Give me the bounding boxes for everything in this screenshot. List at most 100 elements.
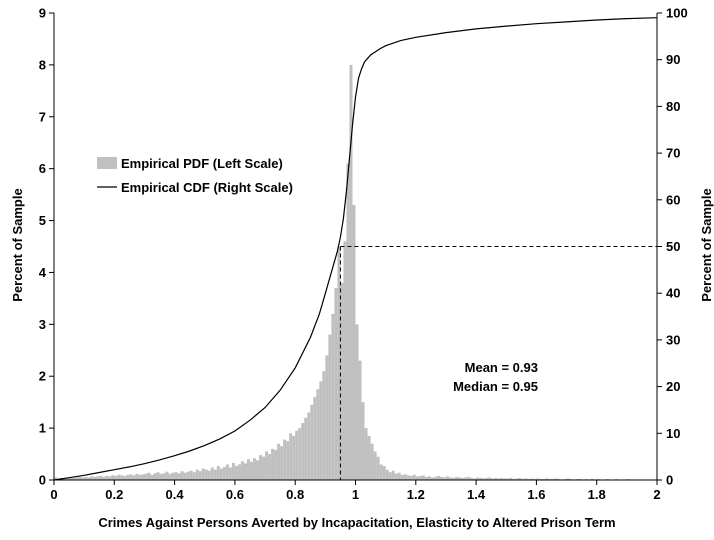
y-right-tick-label: 90 [666,52,680,67]
pdf-bar [292,435,296,480]
pdf-bar [325,355,329,480]
pdf-bar [301,422,305,480]
pdf-bar [518,477,522,480]
pdf-bar [539,478,543,480]
pdf-bar [509,477,513,480]
legend-cdf-label: Empirical CDF (Right Scale) [121,180,293,195]
pdf-bar [337,246,341,480]
pdf-bar [461,477,465,480]
pdf-bar [406,475,410,480]
pdf-bar [343,241,347,480]
pdf-bar [262,456,266,480]
pdf-bar [566,478,570,480]
pdf-bar [105,475,109,480]
pdf-bar [397,472,401,480]
mean-annotation: Mean = 0.93 [465,360,538,375]
pdf-bar [120,475,124,480]
pdf-bar [231,462,235,480]
pdf-bar [207,470,211,480]
pdf-bar [123,475,127,480]
pdf-bar [328,334,332,480]
pdf-bar [409,475,413,480]
y-left-tick-label: 3 [39,317,46,332]
pdf-bar [186,471,190,480]
pdf-bar [421,475,425,480]
pdf-bar [524,478,528,480]
pdf-bar [488,477,492,480]
x-tick-label: 1.4 [467,487,486,502]
y-right-tick-label: 0 [666,473,673,488]
pdf-bar [289,433,293,480]
pdf-bar [90,476,94,480]
pdf-bar [286,441,290,480]
pdf-bar [168,473,172,480]
pdf-bar [433,476,437,480]
pdf-bar [412,474,416,480]
pdf-bar [515,478,519,480]
y-left-tick-label: 5 [39,213,46,228]
pdf-bar [485,477,489,480]
pdf-bar [252,458,257,480]
pdf-bar [379,464,383,480]
y-left-tick-label: 1 [39,421,46,436]
pdf-bar [364,428,368,480]
pdf-bar [319,381,323,480]
pdf-bar [78,476,82,480]
pdf-bar [476,477,480,480]
pdf-bar [69,477,73,480]
pdf-bar [358,360,362,480]
pdf-bar [283,439,287,480]
y-right-tick-label: 70 [666,146,680,161]
pdf-bar [494,477,498,480]
legend-pdf-swatch [97,157,117,169]
pdf-bar [63,478,67,480]
pdf-bar [503,478,507,480]
pdf-bar [418,475,422,480]
pdf-bar [54,477,58,480]
pdf-bar [240,461,244,480]
pdf-bar [66,477,70,480]
pdf-bar [373,451,377,480]
pdf-bar [479,477,483,480]
pdf-bar [225,464,229,480]
pdf-bar [243,463,247,480]
pdf-bar [102,476,106,480]
cdf-line-group [53,17,658,481]
pdf-bar [228,467,232,480]
pdf-bar [436,475,440,480]
y-right-tick-label: 80 [666,99,680,114]
pdf-bar [382,465,386,480]
pdf-bar [189,470,193,480]
cdf-line [53,17,658,481]
pdf-bar [352,204,356,480]
pdf-bar [87,477,91,480]
pdf-bar [331,313,335,480]
pdf-bar [506,478,510,480]
x-tick-label: 0 [50,487,57,502]
pdf-bar [551,478,555,480]
x-axis-title: Crimes Against Persons Averted by Incapa… [98,515,615,530]
pdf-bar [626,478,630,480]
x-tick-label: 0.2 [105,487,123,502]
pdf-bar [304,417,308,480]
pdf-bar [491,478,495,480]
pdf-bar [141,474,145,480]
pdf-bar [400,474,404,480]
x-tick-label: 1.2 [407,487,425,502]
pdf-bar [361,402,365,480]
pdf-bar [376,456,380,480]
x-tick-label: 2 [653,487,660,502]
y-axis-title-left: Percent of Sample [10,188,25,301]
x-tick-label: 0.4 [166,487,185,502]
pdf-bar [415,476,419,480]
y-left-tick-label: 7 [39,109,46,124]
pdf-bar [557,478,561,480]
pdf-bar [210,467,214,480]
y-right-tick-label: 40 [666,286,680,301]
pdf-bar [183,472,187,480]
pdf-bar [575,478,579,480]
pdf-bar [521,478,525,480]
pdf-bar [430,477,434,480]
